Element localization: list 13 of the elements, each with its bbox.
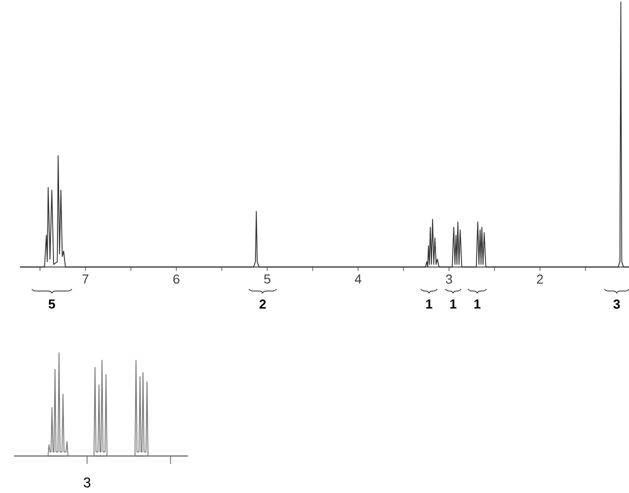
text: 1 (474, 300, 480, 308)
x-tick-label: 5 (264, 274, 270, 284)
x-tick-label: 6 (173, 274, 180, 284)
text: 3 (84, 478, 90, 488)
text: 5 (48, 300, 56, 309)
text: 2 (260, 300, 266, 309)
x-tick-label: 2 (536, 274, 543, 284)
x-tick-label: 3 (446, 274, 452, 284)
text: 1 (426, 300, 432, 308)
text: 3 (613, 300, 620, 309)
x-tick-label: 4 (354, 274, 362, 284)
text: 1 (450, 300, 456, 308)
x-tick-label: 7 (82, 274, 88, 284)
